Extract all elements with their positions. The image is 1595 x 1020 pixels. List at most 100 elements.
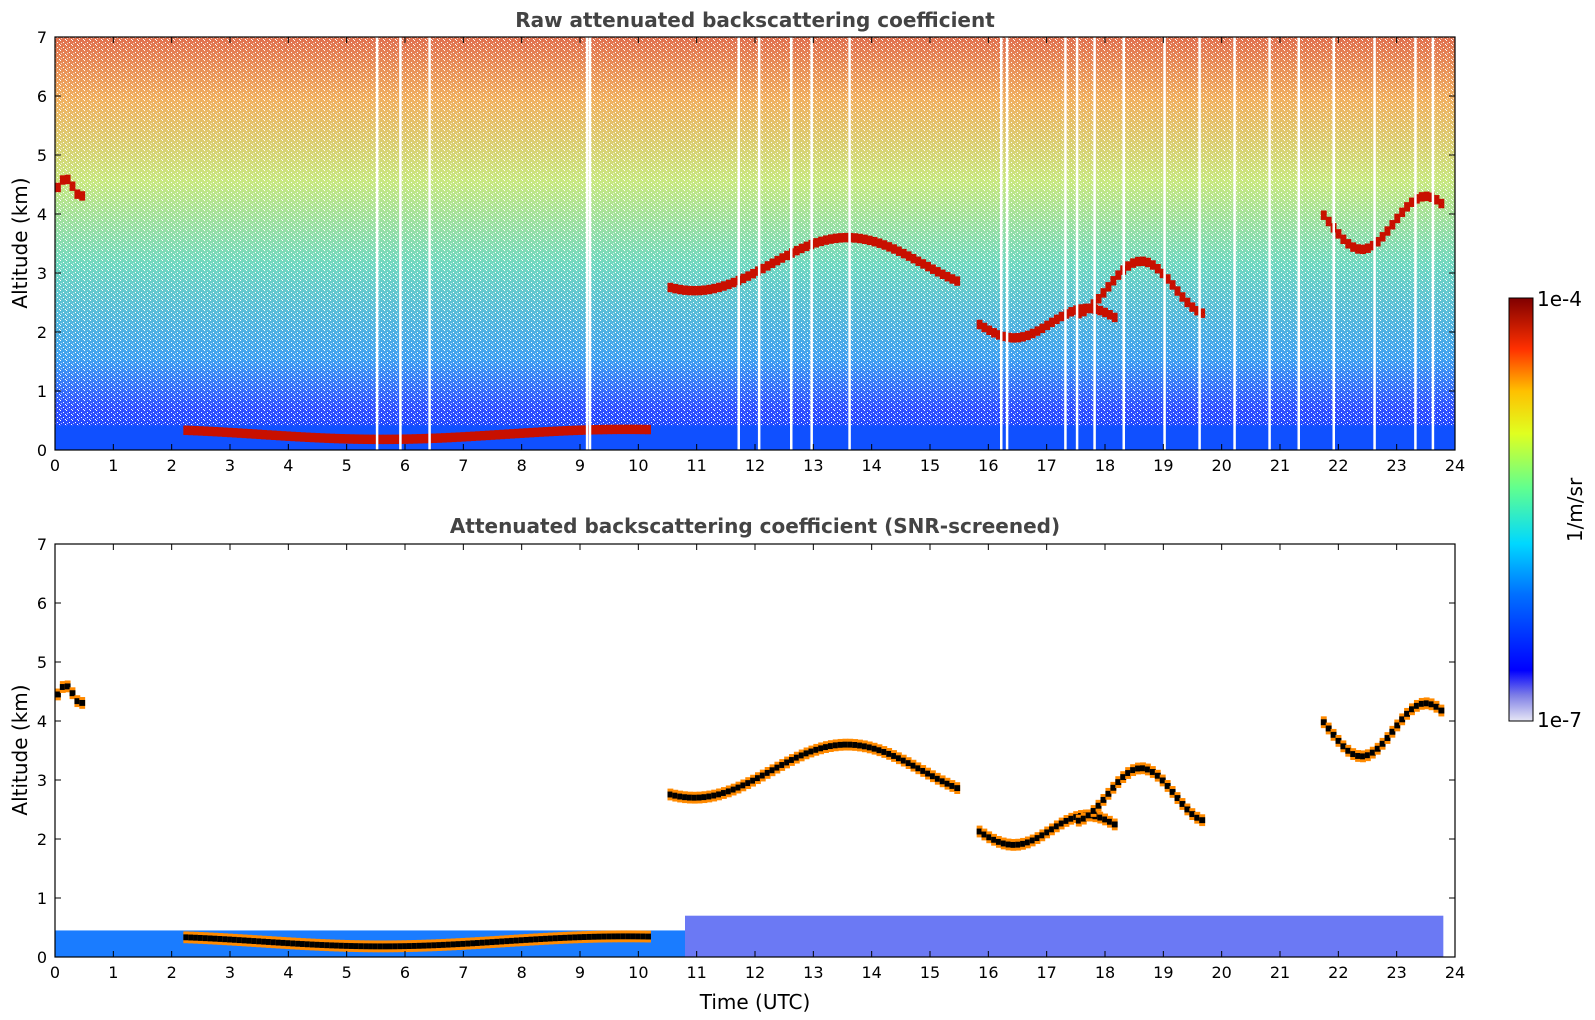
cloud-segment <box>557 426 564 436</box>
cloud-segment-core <box>1320 719 1327 726</box>
raw-y-ticks: 0 1 2 3 4 5 6 7 <box>37 28 1455 460</box>
cloud-segment <box>314 433 321 443</box>
cloud-segment <box>236 428 243 438</box>
cloud-segment <box>1438 198 1445 209</box>
cloud-segment-core <box>1374 745 1381 752</box>
cloud-segment-core <box>640 933 647 940</box>
raw-heatmap-area <box>55 37 1455 450</box>
cloud-segment <box>1015 332 1022 343</box>
raw-x-ticks: 0 1 2 3 4 5 6 7 8 9 10 11 12 13 14 15 16 17 18 19 20 21 22 23 24 <box>50 37 1465 475</box>
cloud-segment-core <box>290 940 297 947</box>
cloud-segment <box>445 432 452 443</box>
y-tick-label: 3 <box>37 771 47 790</box>
cloud-segment-core <box>353 943 360 950</box>
surface-layer <box>685 915 1444 957</box>
cloud-segment-core <box>533 936 540 943</box>
cloud-segment-core <box>1418 700 1425 707</box>
cloud-segment <box>750 268 756 279</box>
cloud-segment <box>1199 308 1206 318</box>
cloud-segment <box>411 434 418 444</box>
cloud-segment <box>256 429 263 440</box>
cloud-segment <box>552 426 559 436</box>
cloud-segment <box>1080 306 1087 317</box>
cloud-segment <box>1418 192 1425 202</box>
cloud-segment-core <box>745 780 752 787</box>
cloud-segment-core <box>954 785 961 792</box>
cloud-segment-core <box>55 691 61 698</box>
cloud-segment-core <box>691 794 698 801</box>
colorbar-max-label: 1e-4 <box>1537 287 1582 311</box>
cloud-segment-core <box>1433 703 1440 710</box>
cloud-segment-core <box>934 775 941 782</box>
cloud-segment-core <box>572 934 579 941</box>
cloud-segment <box>677 284 684 295</box>
cloud-segment <box>1068 307 1075 317</box>
cloud-segment-core <box>295 940 301 947</box>
cloud-segment-core <box>1140 765 1146 772</box>
cloud-segment-core <box>910 762 917 769</box>
raw-noise-speckle <box>55 37 1455 450</box>
cloud-segment <box>895 246 902 256</box>
x-axis-label: Time (UTC) <box>699 990 811 1014</box>
data-gap-stripe <box>737 37 740 450</box>
cloud-segment-core <box>803 750 810 757</box>
cloud-segment-core <box>944 780 951 787</box>
cloud-segment-core <box>925 770 931 777</box>
cloud-segment-core <box>832 742 839 749</box>
cloud-segment <box>701 285 708 295</box>
cloud-segment-core <box>445 941 452 948</box>
data-gap-stripe <box>1373 37 1376 450</box>
cloud-segment <box>1130 258 1137 268</box>
cloud-segment <box>562 426 569 436</box>
cloud-segment <box>368 434 374 445</box>
cloud-segment-core <box>329 942 335 949</box>
cloud-segment <box>725 279 732 290</box>
x-tick-label: 9 <box>575 456 585 475</box>
data-gap-stripe <box>790 37 793 450</box>
cloud-segment <box>55 182 61 193</box>
cloud-segment-core <box>720 790 727 796</box>
x-tick-label: 8 <box>517 456 527 475</box>
x-tick-label: 21 <box>1270 456 1290 475</box>
colorbar-min-label: 1e-7 <box>1537 708 1582 732</box>
cloud-segment-core <box>630 933 637 940</box>
cloud-segment <box>465 431 472 442</box>
cloud-segment-core <box>314 941 321 948</box>
cloud-segment <box>995 330 1002 340</box>
y-tick-label: 2 <box>37 830 47 849</box>
cloud-segment-core <box>183 934 190 941</box>
x-tick-label: 0 <box>50 456 60 475</box>
cloud-segment-core <box>387 943 394 950</box>
cloud-segment <box>547 426 554 437</box>
cloud-segment-core <box>740 782 747 789</box>
x-tick-label: 7 <box>458 456 468 475</box>
cloud-segment <box>706 284 713 295</box>
cloud-segment-core <box>789 757 795 763</box>
cloud-segment <box>348 434 355 444</box>
cloud-segment <box>696 285 703 296</box>
x-tick-label: 3 <box>225 963 235 982</box>
cloud-segment <box>682 285 688 295</box>
cloud-segment <box>910 253 917 264</box>
x-tick-label: 17 <box>1036 456 1056 475</box>
cloud-segment-core <box>881 749 888 755</box>
x-tick-label: 5 <box>342 456 352 475</box>
cloud-segment <box>832 233 839 244</box>
cloud-segment <box>1154 264 1161 274</box>
cloud-segment <box>402 434 408 444</box>
cloud-segment <box>227 427 233 438</box>
cloud-segment-core <box>69 690 76 697</box>
cloud-segment-core <box>59 684 66 690</box>
x-tick-label: 1 <box>108 456 118 475</box>
cloud-segment-core <box>1159 777 1166 784</box>
cloud-segment-core <box>470 940 476 947</box>
cloud-segment <box>59 175 66 185</box>
cloud-segment <box>730 277 737 288</box>
cloud-segment <box>416 434 423 444</box>
cloud-segment-core <box>358 943 365 950</box>
cloud-segment-core <box>1024 839 1031 846</box>
cloud-segment-core <box>601 933 608 940</box>
cloud-segment-core <box>949 783 956 789</box>
cloud-segment <box>329 433 335 444</box>
cloud-segment-core <box>1105 790 1112 797</box>
